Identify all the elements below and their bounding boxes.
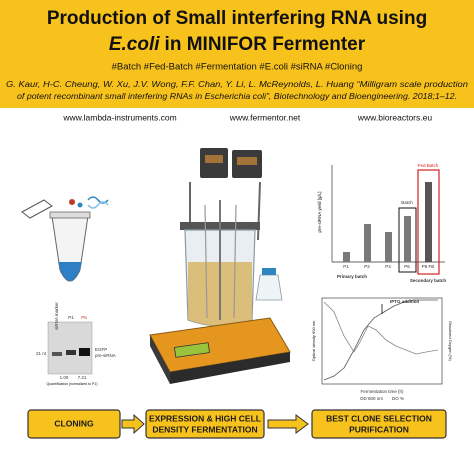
fermenter-illustration-rect — [205, 155, 223, 163]
line-figure-polyline — [323, 299, 438, 381]
step-label: PURIFICATION — [349, 424, 409, 434]
hashtags: #Batch #Fed-Batch #Fermentation #E.coli … — [112, 62, 363, 73]
tube-illustration-path — [58, 262, 82, 281]
gel-caption: Quantification (normalized to P1) — [47, 382, 98, 386]
legend-entry: DO % — [392, 396, 404, 401]
gel-lane-label: P6 — [81, 315, 87, 320]
legend-entry: OD 600 nm — [360, 396, 383, 401]
tube-illustration-path — [21, 199, 53, 219]
fermenter-illustration-path — [150, 335, 170, 384]
fermenter-illustration-line — [257, 181, 261, 241]
line-figure-rect — [321, 297, 443, 385]
fermenter-illustration-line — [233, 204, 237, 319]
bar-y-label: pre-siRNA yield [g/L] — [317, 191, 322, 232]
gel-figure-rect — [79, 348, 90, 356]
box-label: Batch — [401, 200, 413, 205]
tube-illustration — [21, 196, 109, 282]
title-rest: in MINIFOR Fermenter — [165, 34, 366, 55]
step-label: BEST CLONE SELECTION — [326, 413, 432, 423]
step-label: DENSITY FERMENTATION — [152, 424, 257, 434]
gel-figure: siRNA marker P1 P6 21 nt EGFP pre-siRNA … — [36, 302, 116, 386]
step-label: EXPRESSION & HIGH CELL — [149, 413, 261, 423]
fermenter-illustration-path — [255, 274, 283, 301]
title-line2: E.coli in MINIFOR Fermenter — [109, 34, 366, 55]
fermenter-illustration-rect — [174, 342, 210, 358]
tube-illustration-path — [87, 201, 109, 209]
bar-figure: pre-siRNA yield [g/L] Batch Fed Batch P1… — [317, 163, 446, 283]
bar-figure-rect — [385, 232, 392, 262]
fermenter-illustration-rect — [237, 157, 257, 165]
step-label: CLONING — [54, 418, 94, 428]
gel-quant: 7.21 — [78, 375, 87, 380]
bar-figure-rect — [398, 207, 417, 273]
tube-illustration-circle — [77, 202, 83, 208]
line-y2-label: Dissolved Oxygen (%) — [448, 321, 453, 361]
process-steps-rect — [145, 409, 265, 439]
gel-band-label: EGFP — [95, 347, 107, 352]
fermenter-illustration-rect — [262, 268, 276, 275]
process-steps: CLONING EXPRESSION & HIGH CELL DENSITY F… — [27, 409, 447, 439]
bar-figure-rect — [364, 224, 371, 262]
header-band — [0, 0, 474, 108]
process-steps-path — [121, 413, 145, 435]
line-annotation: IPTG addition — [390, 299, 419, 304]
process-steps-rect — [27, 409, 121, 439]
box-label: Fed Batch — [418, 163, 439, 168]
gel-band-label: pre-siRNA — [95, 353, 116, 358]
fermenter-illustration-path — [170, 352, 290, 384]
group-label: Secondary batch — [410, 278, 447, 283]
line-y-label: Optical density 600 nm — [311, 320, 316, 361]
gel-lane-label: siRNA marker — [54, 302, 59, 330]
link[interactable]: www.fermentor.net — [229, 112, 301, 122]
line-figure-polyline — [323, 301, 439, 355]
title-italic: E.coli — [109, 34, 160, 55]
bar-category: P2 — [364, 264, 370, 269]
link[interactable]: www.lambda-instruments.com — [62, 112, 176, 122]
citation-line2: of potent recombinant small interfering … — [17, 92, 457, 101]
gel-size-label: 21 nt — [36, 351, 47, 356]
bar-category: P3 — [385, 264, 391, 269]
bar-category: P6 — [404, 264, 410, 269]
bar-figure-rect — [404, 216, 411, 262]
gel-figure-rect — [52, 352, 62, 356]
fermenter-illustration-line — [204, 204, 208, 319]
title-line1: Production of Small interfering RNA usin… — [47, 8, 427, 29]
gel-quant: 1.00 — [60, 375, 69, 380]
line-x-label: Fermentation time (h) — [360, 389, 404, 394]
bar-category: P6 FB — [422, 264, 435, 269]
process-steps-path — [267, 414, 309, 434]
citation-line1: G. Kaur, H-C. Cheung, W. Xu, J.V. Wong, … — [6, 80, 469, 89]
line-figure: IPTG addition Fermentation time (h) Opti… — [311, 297, 453, 401]
tube-illustration-rect — [49, 211, 91, 219]
bar-figure-rect — [343, 252, 350, 262]
process-steps-rect — [311, 409, 447, 439]
bar-figure-rect — [417, 169, 440, 275]
bar-figure-rect — [425, 182, 432, 262]
gel-lane-label: P1 — [68, 315, 74, 320]
bar-category: P1 — [343, 264, 349, 269]
link[interactable]: www.bioreactors.eu — [357, 112, 432, 122]
tube-illustration-circle — [69, 199, 75, 205]
gel-figure-rect — [66, 350, 76, 355]
fermenter-illustration — [149, 148, 291, 384]
group-label: Primary batch — [337, 274, 367, 279]
